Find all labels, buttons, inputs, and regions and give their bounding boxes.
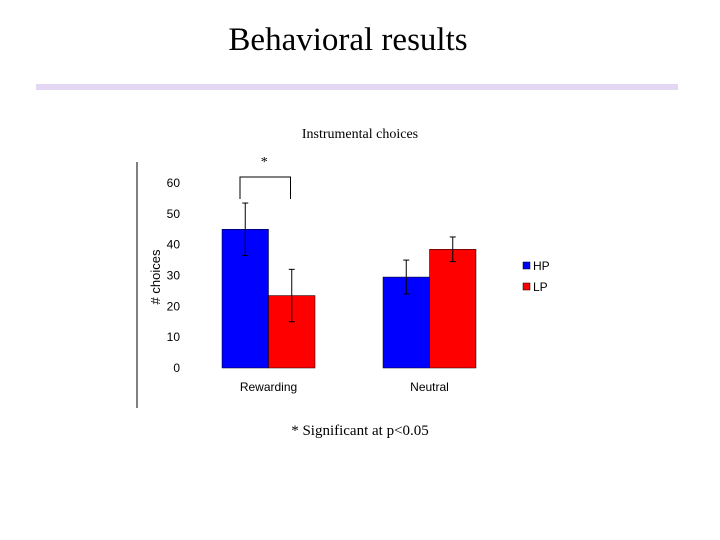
y-tick-label: 50 (167, 207, 181, 221)
y-tick-label: 10 (167, 330, 181, 344)
title-divider (36, 84, 678, 90)
legend-label-lp: LP (533, 280, 548, 294)
legend-swatch-hp (522, 261, 531, 270)
x-tick-label: Neutral (410, 380, 449, 394)
chart-title: Instrumental choices (302, 127, 418, 142)
legend-label-hp: HP (533, 259, 550, 273)
y-tick-label: 40 (167, 238, 181, 252)
y-tick-label: 20 (167, 299, 181, 313)
chart-marks: 0 10 20 30 40 50 60 Rewarding Neutral * HP LP (167, 155, 550, 394)
bar-neutral-lp (429, 249, 477, 369)
y-tick-label: 30 (167, 269, 181, 283)
y-axis-label: # choices (148, 249, 163, 304)
slide-title: Behavioral results (228, 22, 468, 58)
significance-footnote: * Significant at p<0.05 (291, 423, 429, 439)
significance-star: * (261, 155, 268, 170)
x-tick-label: Rewarding (240, 380, 297, 394)
legend-swatch-lp (522, 282, 531, 291)
y-tick-label: 60 (167, 176, 181, 190)
significance-bracket (239, 176, 291, 199)
y-tick-label: 0 (173, 361, 180, 375)
